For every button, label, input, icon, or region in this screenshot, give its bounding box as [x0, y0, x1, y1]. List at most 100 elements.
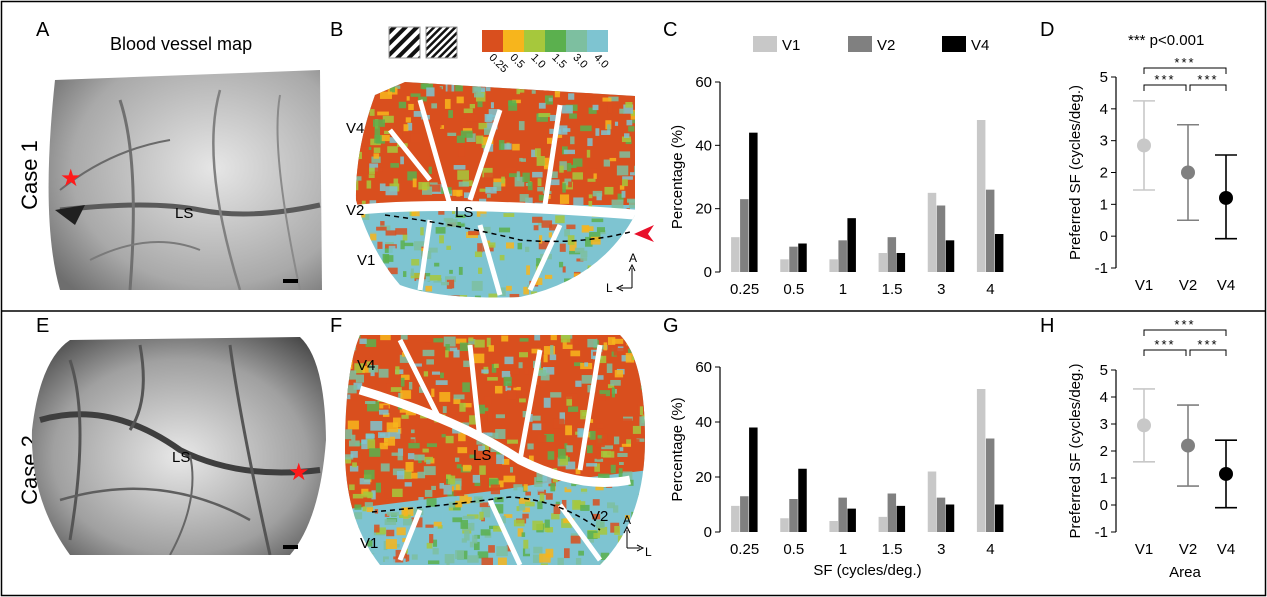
- panel-a-ls: LS: [175, 205, 193, 222]
- y-tick-label: 3: [1100, 133, 1108, 150]
- x-tick-label: V2: [1179, 541, 1197, 558]
- y-tick-label: 5: [1100, 362, 1108, 379]
- bar-v4-3: [945, 504, 955, 532]
- y-tick-label: -1: [1095, 524, 1108, 541]
- y-tick-label: 0: [704, 264, 712, 281]
- x-tick-label: 0.25: [730, 541, 759, 558]
- bar-v1-0.25: [731, 505, 740, 532]
- bar-v2-4: [985, 438, 995, 532]
- bar-v1-0.25: [731, 237, 740, 272]
- bar-v2-3: [936, 497, 946, 532]
- sf-map-f: [345, 335, 645, 565]
- bar-v4-1.5: [896, 253, 906, 272]
- bar-chart-c: 0 20 40 60 Percentage (%) 0.25 0.5 1 1.5 3 4 V1 V2 V4: [669, 36, 1004, 298]
- x-tick-label: V4: [1217, 277, 1235, 294]
- bar-v4-0.25: [749, 427, 758, 532]
- panel-letter-c: C: [663, 19, 677, 41]
- x-tick-label: 3: [937, 541, 945, 558]
- panel-a: A Blood vessel map ★ LS: [36, 19, 323, 290]
- panel-letter-g: G: [663, 315, 679, 337]
- x-tick-label: V2: [1179, 277, 1197, 294]
- colorbar-label: 1.0: [528, 52, 547, 71]
- bar-v4-1: [847, 508, 856, 532]
- colorbar-label: 0.25: [486, 52, 510, 76]
- bar-v2-0.25: [740, 199, 749, 272]
- colorbar-label: 1.5: [549, 52, 568, 71]
- v1-v2-border: [384, 214, 631, 243]
- panel-g: G 0 20 40 60 Percentage (%) 0.25 0.5 1 1.5 3 4 SF (…: [663, 315, 1004, 579]
- x-tick-label: V1: [1135, 541, 1153, 558]
- panel-f: F V4 V1 V2 LS A L: [330, 315, 652, 565]
- mean-point-v1: [1137, 418, 1151, 433]
- blood-vessel-image-e: [31, 337, 327, 555]
- bar-v2-1: [838, 497, 847, 532]
- x-tick-label: 0.25: [730, 281, 759, 298]
- significance-stars: ***: [1154, 72, 1175, 87]
- bar-v4-0.5: [798, 243, 807, 272]
- significance-stars: ***: [1174, 317, 1195, 332]
- x-tick-label: 1: [839, 541, 847, 558]
- scale-bar: [283, 545, 298, 549]
- panel-letter-f: F: [330, 315, 342, 337]
- colorbar: 0.250.5 1.0 1.5 3.0 4.0: [482, 30, 611, 75]
- mean-point-v2: [1181, 438, 1195, 453]
- v1-v2-border: [371, 496, 601, 531]
- x-axis-title: SF (cycles/deg.): [813, 562, 921, 579]
- compass-label-l: L: [645, 545, 652, 559]
- y-tick-label: 60: [695, 359, 712, 376]
- x-tick-label: V4: [1217, 541, 1235, 558]
- x-tick-label: 1.5: [882, 541, 903, 558]
- panel-e: E ★ LS: [31, 315, 327, 555]
- colorbar-swatch: [482, 30, 503, 52]
- y-axis-title: Percentage (%): [669, 125, 686, 229]
- bar-v2-4: [985, 189, 995, 272]
- panel-a-title: Blood vessel map: [110, 34, 252, 54]
- panel-d: D *** p<0.001 -1 0 1 2 3 4 5 Preferred SF (cycl…: [1040, 19, 1237, 294]
- y-tick-label: 1: [1100, 470, 1108, 487]
- panel-b-ls: LS: [455, 204, 473, 221]
- bar-chart-g: 0 20 40 60 Percentage (%) 0.25 0.5 1 1.5 3 4 SF (cy…: [669, 359, 1004, 579]
- panel-letter-e: E: [36, 315, 49, 337]
- significance-bracket: [1189, 349, 1227, 356]
- colorbar-swatch: [545, 30, 566, 52]
- y-tick-label: 40: [695, 414, 712, 431]
- arrow-icon: [634, 225, 654, 242]
- significance-stars: ***: [1197, 72, 1218, 87]
- compass-icon: A L: [623, 513, 652, 559]
- star-icon: ★: [60, 165, 82, 192]
- panel-letter-a: A: [36, 19, 50, 41]
- y-tick-label: 5: [1100, 69, 1108, 86]
- colorbar-swatch: [587, 30, 608, 52]
- x-tick-label: V1: [1135, 277, 1153, 294]
- bar-v1-1: [829, 259, 838, 272]
- colorbar-label: 3.0: [570, 52, 589, 71]
- panel-b: B 0.250.5 1.0 1.5 3.0 4.0 V4 V2 V1 LS A L: [330, 19, 654, 298]
- panel-e-ls: LS: [172, 449, 190, 466]
- y-tick-label: -1: [1095, 260, 1108, 277]
- x-tick-label: 1: [839, 281, 847, 298]
- bar-v4-0.25: [749, 132, 758, 272]
- x-tick-label: 4: [986, 541, 994, 558]
- y-tick-label: 2: [1100, 165, 1108, 182]
- colorbar-swatch: [503, 30, 524, 52]
- y-tick-label: 20: [695, 201, 712, 218]
- colorbar-label: 0.5: [507, 52, 526, 71]
- y-axis-title: Preferred SF (cycles/deg.): [1067, 363, 1084, 538]
- bar-v1-0.5: [780, 518, 789, 532]
- colorbar-swatch: [524, 30, 545, 52]
- y-tick-label: 40: [695, 137, 712, 154]
- significance-note: *** p<0.001: [1128, 32, 1204, 49]
- bar-v2-1.5: [887, 237, 897, 272]
- y-axis-title: Preferred SF (cycles/deg.): [1067, 85, 1084, 260]
- legend-swatch-v1: [753, 36, 777, 52]
- y-tick-label: 4: [1100, 389, 1108, 406]
- x-tick-label: 1.5: [882, 281, 903, 298]
- significance-stars: ***: [1197, 337, 1218, 352]
- area-label-v1: V1: [357, 252, 375, 269]
- bar-v4-4: [994, 504, 1004, 532]
- y-tick-label: 20: [695, 469, 712, 486]
- bar-v2-0.5: [789, 499, 798, 532]
- y-tick-label: 1: [1100, 196, 1108, 213]
